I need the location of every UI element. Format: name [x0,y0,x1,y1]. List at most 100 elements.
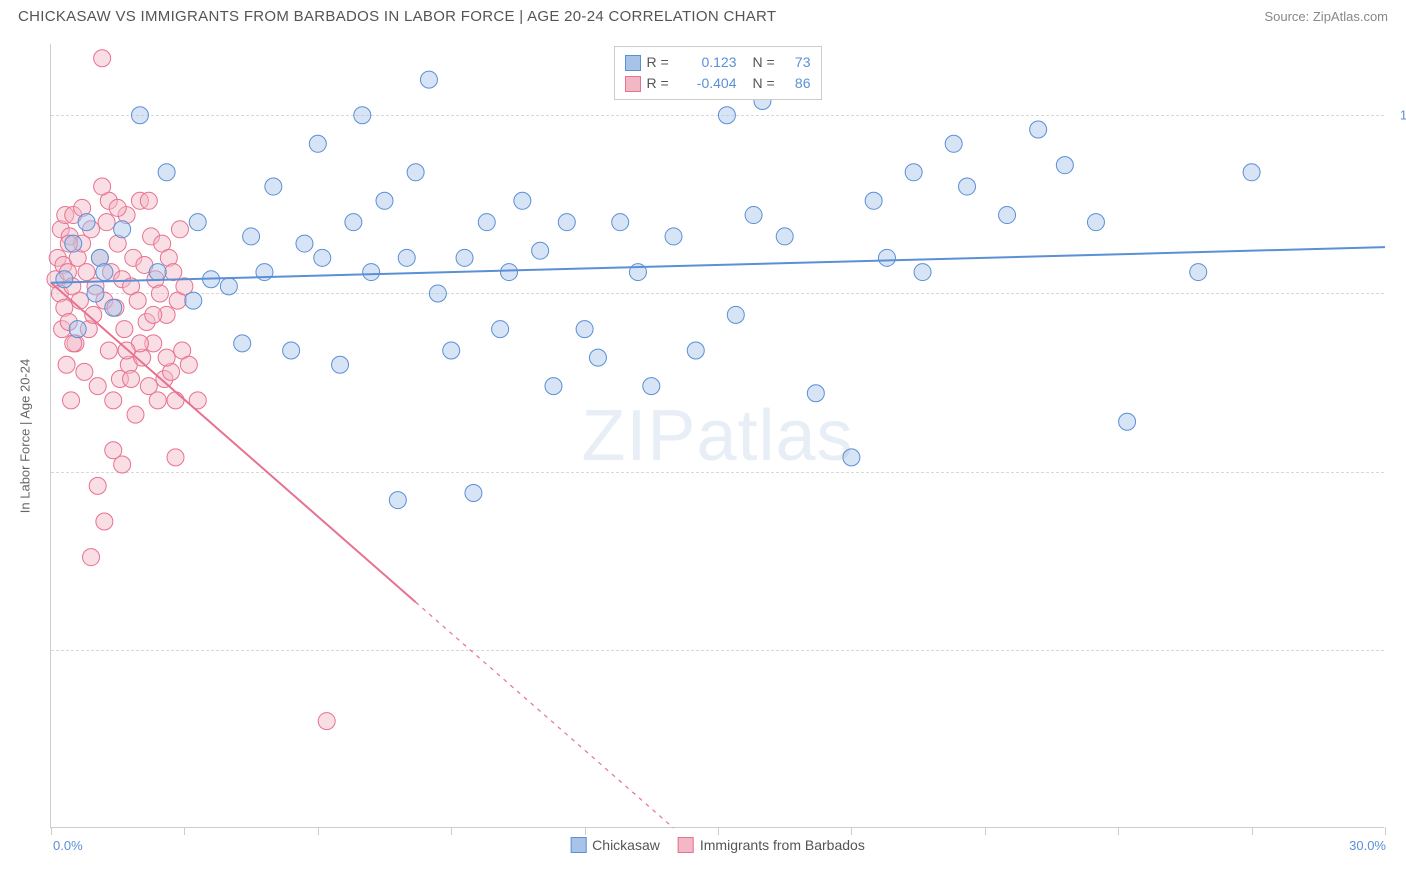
scatter-point-chickasaw [56,271,73,288]
scatter-point-chickasaw [492,321,509,338]
legend-bottom: Chickasaw Immigrants from Barbados [570,837,865,853]
scatter-point-chickasaw [332,356,349,373]
scatter-point-chickasaw [1119,413,1136,430]
scatter-point-barbados [96,513,113,530]
scatter-point-chickasaw [532,242,549,259]
y-tick-label: 75.0% [1389,286,1406,301]
scatter-svg [51,44,1384,827]
scatter-point-chickasaw [545,378,562,395]
scatter-point-barbados [171,221,188,238]
scatter-point-chickasaw [1190,264,1207,281]
scatter-point-barbados [98,214,115,231]
legend-stats: R = 0.123 N = 73 R = -0.404 N = 86 [614,46,822,100]
scatter-point-chickasaw [443,342,460,359]
scatter-point-chickasaw [999,207,1016,224]
trend-line-barbados-dash [416,602,674,828]
y-tick-label: 25.0% [1389,642,1406,657]
scatter-point-barbados [116,321,133,338]
scatter-point-barbados [158,349,175,366]
scatter-point-chickasaw [345,214,362,231]
scatter-point-chickasaw [149,264,166,281]
scatter-point-chickasaw [69,321,86,338]
scatter-point-barbados [145,306,162,323]
scatter-point-chickasaw [905,164,922,181]
scatter-point-barbados [149,392,166,409]
scatter-point-chickasaw [456,249,473,266]
scatter-point-chickasaw [1056,157,1073,174]
scatter-point-barbados [105,442,122,459]
scatter-point-barbados [109,199,126,216]
scatter-point-barbados [94,178,111,195]
scatter-point-chickasaw [514,192,531,209]
scatter-point-chickasaw [407,164,424,181]
legend-row-barbados: R = -0.404 N = 86 [625,73,811,94]
scatter-point-chickasaw [914,264,931,281]
scatter-point-chickasaw [718,107,735,124]
scatter-point-chickasaw [78,214,95,231]
x-tick [585,827,586,835]
scatter-point-chickasaw [105,299,122,316]
scatter-point-chickasaw [807,385,824,402]
scatter-point-chickasaw [558,214,575,231]
scatter-point-chickasaw [114,221,131,238]
swatch-barbados [625,76,641,92]
source-label: Source: ZipAtlas.com [1264,9,1388,24]
x-tick [318,827,319,835]
scatter-point-chickasaw [363,264,380,281]
scatter-point-chickasaw [65,235,82,252]
scatter-point-chickasaw [87,285,104,302]
scatter-point-chickasaw [665,228,682,245]
scatter-point-chickasaw [612,214,629,231]
scatter-point-chickasaw [376,192,393,209]
x-tick [184,827,185,835]
x-tick [451,827,452,835]
scatter-point-chickasaw [220,278,237,295]
trend-line-barbados [51,283,416,602]
scatter-point-chickasaw [158,164,175,181]
x-tick [1385,827,1386,835]
scatter-point-barbados [89,477,106,494]
x-tick [1118,827,1119,835]
scatter-point-barbados [89,378,106,395]
scatter-point-barbados [123,370,140,387]
scatter-point-chickasaw [945,135,962,152]
scatter-point-chickasaw [283,342,300,359]
scatter-point-chickasaw [314,249,331,266]
scatter-point-chickasaw [354,107,371,124]
scatter-point-barbados [140,192,157,209]
swatch-barbados-2 [678,837,694,853]
scatter-point-barbados [129,292,146,309]
scatter-point-chickasaw [745,207,762,224]
scatter-point-chickasaw [265,178,282,195]
scatter-point-chickasaw [1030,121,1047,138]
scatter-point-barbados [58,356,75,373]
x-tick [718,827,719,835]
y-tick-label: 50.0% [1389,464,1406,479]
x-tick [985,827,986,835]
x-axis-min-label: 0.0% [53,838,83,853]
scatter-point-chickasaw [398,249,415,266]
scatter-point-chickasaw [959,178,976,195]
scatter-point-barbados [151,285,168,302]
scatter-point-barbados [167,392,184,409]
trend-line-chickasaw [51,247,1385,283]
scatter-point-chickasaw [296,235,313,252]
scatter-point-chickasaw [865,192,882,209]
scatter-point-chickasaw [429,285,446,302]
swatch-chickasaw [625,55,641,71]
scatter-point-barbados [100,342,117,359]
scatter-point-chickasaw [501,264,518,281]
scatter-point-barbados [127,406,144,423]
scatter-point-chickasaw [843,449,860,466]
scatter-point-chickasaw [1087,214,1104,231]
scatter-point-chickasaw [465,485,482,502]
x-tick [851,827,852,835]
scatter-point-chickasaw [776,228,793,245]
scatter-point-barbados [71,292,88,309]
legend-item-barbados: Immigrants from Barbados [678,837,865,853]
scatter-point-chickasaw [576,321,593,338]
scatter-point-chickasaw [185,292,202,309]
legend-item-chickasaw: Chickasaw [570,837,660,853]
scatter-point-barbados [63,392,80,409]
scatter-point-chickasaw [727,306,744,323]
